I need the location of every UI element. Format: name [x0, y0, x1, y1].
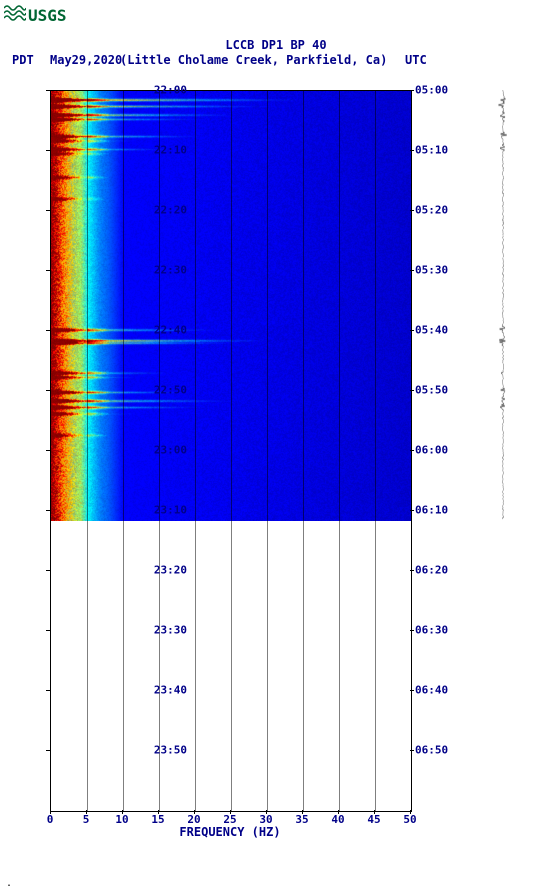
y-tick-right: 06:10: [415, 503, 448, 516]
y-tick-right: 06:30: [415, 624, 448, 637]
y-tick-left: 22:30: [154, 264, 187, 277]
pdt-tz-label: PDT: [12, 53, 34, 67]
usgs-logo: USGS: [4, 4, 67, 26]
y-tick-left: 22:00: [154, 84, 187, 97]
x-tick: 20: [187, 813, 200, 826]
y-tick-right: 05:40: [415, 323, 448, 336]
utc-tz-label: UTC: [405, 53, 427, 67]
logo-text: USGS: [28, 6, 67, 25]
y-tick-left: 22:20: [154, 204, 187, 217]
spectrogram-plot: [50, 90, 412, 812]
y-tick-left: 23:00: [154, 444, 187, 457]
seismogram-strip: [498, 90, 508, 520]
location-label: (Little Cholame Creek, Parkfield, Ca): [120, 53, 387, 67]
x-axis-label: FREQUENCY (HZ): [50, 825, 410, 839]
x-tick: 0: [47, 813, 54, 826]
x-tick: 30: [259, 813, 272, 826]
x-tick: 5: [83, 813, 90, 826]
y-tick-right: 06:40: [415, 683, 448, 696]
y-tick-left: 23:10: [154, 503, 187, 516]
y-tick-right: 05:10: [415, 143, 448, 156]
spectrogram-canvas: [51, 91, 411, 521]
x-tick: 10: [115, 813, 128, 826]
chart-title: LCCB DP1 BP 40: [0, 38, 552, 52]
y-tick-left: 23:50: [154, 744, 187, 757]
y-tick-left: 23:40: [154, 683, 187, 696]
y-tick-right: 05:20: [415, 204, 448, 217]
x-tick: 25: [223, 813, 236, 826]
x-tick: 45: [367, 813, 380, 826]
x-tick: 40: [331, 813, 344, 826]
corner-mark: .: [6, 878, 12, 889]
y-tick-right: 05:00: [415, 84, 448, 97]
y-tick-right: 05:30: [415, 264, 448, 277]
y-tick-left: 22:40: [154, 323, 187, 336]
x-tick: 35: [295, 813, 308, 826]
logo-waves-icon: [4, 4, 26, 26]
y-tick-right: 05:50: [415, 384, 448, 397]
y-tick-left: 22:10: [154, 143, 187, 156]
date-label: May29,2020: [50, 53, 122, 67]
x-tick: 15: [151, 813, 164, 826]
y-tick-right: 06:20: [415, 564, 448, 577]
y-tick-left: 22:50: [154, 384, 187, 397]
x-tick: 50: [403, 813, 416, 826]
y-tick-right: 06:50: [415, 744, 448, 757]
y-tick-left: 23:20: [154, 564, 187, 577]
y-tick-right: 06:00: [415, 444, 448, 457]
y-tick-left: 23:30: [154, 624, 187, 637]
